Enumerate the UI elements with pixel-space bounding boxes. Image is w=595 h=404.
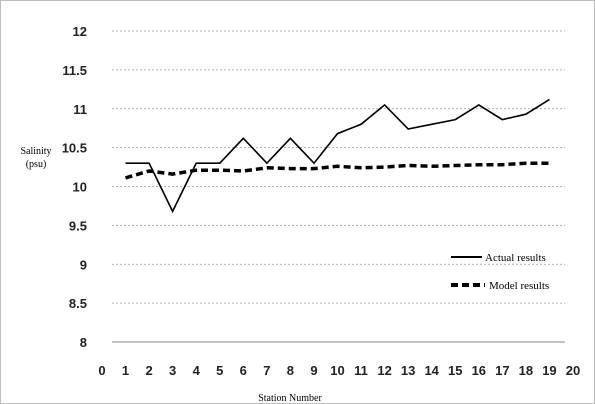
x-tick-label: 14 xyxy=(424,363,439,378)
y-tick-label: 11.5 xyxy=(62,63,87,78)
x-tick-label: 6 xyxy=(240,363,247,378)
x-tick-label: 0 xyxy=(98,363,105,378)
x-tick-label: 4 xyxy=(193,363,201,378)
legend: Actual results Model results xyxy=(451,252,549,292)
y-axis-label-line-1: Salinity xyxy=(20,146,51,157)
y-tick-label: 9.5 xyxy=(69,218,87,233)
y-tick-label: 10 xyxy=(73,180,87,195)
data-series xyxy=(125,98,550,214)
x-tick-label: 5 xyxy=(216,363,223,378)
y-tick-label: 9 xyxy=(80,257,87,272)
x-axis-label: Station Number xyxy=(258,393,322,404)
x-tick-label: 10 xyxy=(330,363,344,378)
series-line-model xyxy=(125,161,550,180)
x-tick-label: 12 xyxy=(377,363,391,378)
y-tick-label: 10.5 xyxy=(62,141,87,156)
x-tick-label: 2 xyxy=(145,363,152,378)
series-line-actual xyxy=(125,98,550,214)
legend-label-actual: Actual results xyxy=(485,252,546,264)
x-tick-label: 11 xyxy=(354,363,368,378)
x-tick-label: 20 xyxy=(566,363,580,378)
x-tick-label: 1 xyxy=(122,363,129,378)
y-tick-labels: 8 8.5 9 9.5 10 10.5 11 11.5 12 xyxy=(62,24,87,350)
x-tick-label: 3 xyxy=(169,363,176,378)
x-tick-label: 8 xyxy=(287,363,294,378)
y-tick-label: 11 xyxy=(73,102,87,117)
y-axis-label: Salinity (psu) xyxy=(20,146,51,170)
x-tick-labels: 0 1 2 3 4 5 6 7 8 9 10 11 12 13 14 15 16 17 18 19 20 xyxy=(98,363,580,378)
legend-label-model: Model results xyxy=(489,280,549,292)
y-axis-label-line-2: (psu) xyxy=(26,159,47,170)
y-tick-label: 8 xyxy=(80,335,87,350)
x-tick-label: 18 xyxy=(519,363,533,378)
x-tick-label: 7 xyxy=(263,363,270,378)
y-tick-label: 8.5 xyxy=(69,296,87,311)
gridlines xyxy=(112,30,565,304)
x-tick-label: 13 xyxy=(401,363,415,378)
x-tick-label: 15 xyxy=(448,363,462,378)
x-tick-label: 16 xyxy=(472,363,486,378)
y-tick-label: 12 xyxy=(73,24,87,39)
x-tick-label: 17 xyxy=(495,363,509,378)
x-tick-label: 9 xyxy=(310,363,317,378)
x-tick-label: 19 xyxy=(542,363,556,378)
